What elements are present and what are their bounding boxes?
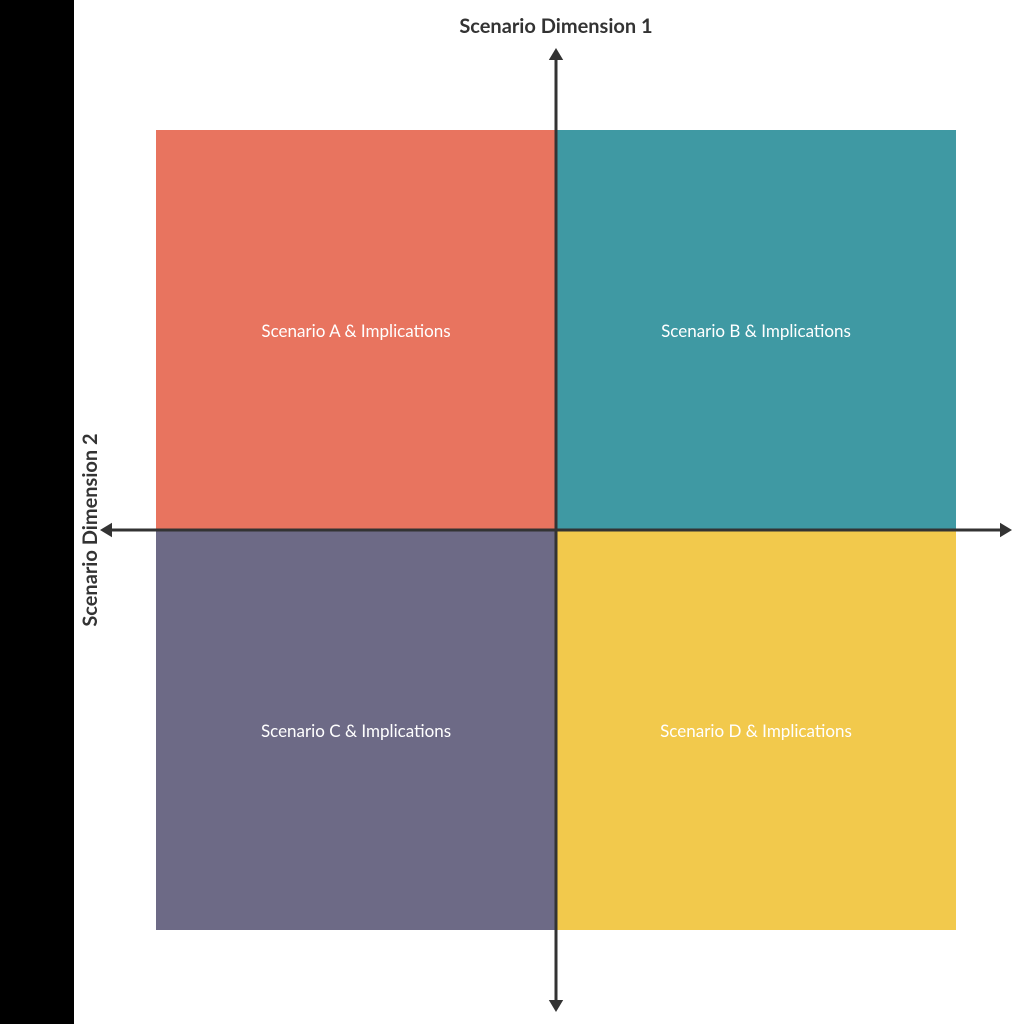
quadrant-bottom-left-label: Scenario C & Implications <box>261 720 451 741</box>
axis-label-left: Scenario Dimension 2 <box>78 330 102 730</box>
quadrant-top-right: Scenario B & Implications <box>556 130 956 530</box>
quadrant-top-left: Scenario A & Implications <box>156 130 556 530</box>
axis-label-top: Scenario Dimension 1 <box>356 14 756 38</box>
axis-label-left-text: Scenario Dimension 2 <box>78 433 102 626</box>
quadrant-bottom-left: Scenario C & Implications <box>156 530 556 930</box>
quadrant-bottom-right: Scenario D & Implications <box>556 530 956 930</box>
quadrant-top-left-label: Scenario A & Implications <box>261 320 450 341</box>
quadrant-bottom-right-label: Scenario D & Implications <box>660 720 852 741</box>
axis-label-top-text: Scenario Dimension 1 <box>459 14 652 38</box>
quadrant-top-right-label: Scenario B & Implications <box>661 320 851 341</box>
